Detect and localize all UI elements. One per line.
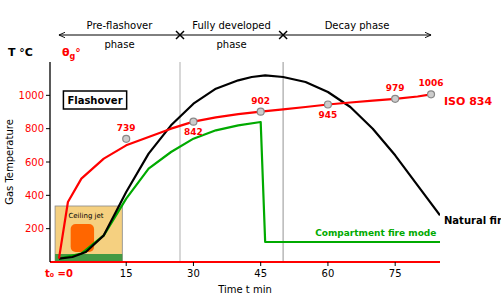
- phase-mark: [279, 31, 287, 39]
- data-label: 945: [319, 110, 338, 120]
- series-label: Natural fire: [444, 215, 501, 226]
- y-tick: [46, 228, 50, 229]
- x-tick-label: 60: [322, 268, 335, 279]
- x-axis-label: Time t min: [217, 284, 272, 295]
- phase-line: [283, 62, 284, 262]
- axis-title: θg°: [62, 46, 81, 61]
- data-point: [190, 118, 197, 125]
- plot-area: [59, 75, 440, 258]
- data-point: [123, 135, 130, 142]
- data-point: [324, 101, 331, 108]
- data-label: 902: [251, 96, 270, 106]
- y-tick: [46, 95, 50, 96]
- axis-title: T °C: [8, 46, 33, 59]
- data-label: 842: [184, 127, 203, 137]
- series-label: Compartment fire mode: [315, 228, 436, 238]
- y-tick-label: 600: [25, 157, 44, 168]
- y-tick-label: 400: [25, 190, 44, 201]
- x-tick-label: 30: [187, 268, 200, 279]
- flashover-box: Flashover: [63, 91, 126, 109]
- data-label: 979: [386, 83, 405, 93]
- phase-line: [180, 62, 181, 262]
- x-tick-label: 15: [120, 268, 133, 279]
- ceiling-jet-label: Ceiling jet: [68, 212, 103, 220]
- data-point: [392, 95, 399, 102]
- y-axis-label: Gas Temperature: [4, 119, 15, 205]
- axis-title-part: °: [75, 46, 81, 59]
- x-tick-label: 45: [254, 268, 267, 279]
- x-tick: [260, 262, 261, 266]
- y-tick-label: 200: [25, 223, 44, 234]
- y-tick: [46, 195, 50, 196]
- x-tick: [193, 262, 194, 266]
- phase-label: Decay phase: [325, 20, 390, 31]
- series-line: [59, 122, 440, 259]
- series-line: [59, 75, 440, 258]
- data-label: 739: [117, 123, 136, 133]
- x-tick-label: 75: [389, 268, 402, 279]
- phase-arrow: [59, 35, 431, 36]
- flashover-frame: [63, 91, 126, 109]
- phase-label: Fully developed: [192, 20, 271, 31]
- phase-sublabel: phase: [216, 39, 246, 50]
- phase-mark: [176, 31, 184, 39]
- labels: 739 842 902 945 979 1006ISO 834 Natural fire Co…: [117, 78, 501, 238]
- x-tick: [327, 262, 328, 266]
- x-tick: [126, 262, 127, 266]
- x-tick: [395, 262, 396, 266]
- y-tick-label: 800: [25, 123, 44, 134]
- t0-label: t₀ =0: [45, 268, 73, 279]
- phase-sublabel: phase: [104, 39, 134, 50]
- y-tick: [46, 128, 50, 129]
- data-point: [257, 108, 264, 115]
- data-point: [428, 91, 435, 98]
- y-tick: [46, 162, 50, 163]
- phase-label: Pre-flashover: [87, 20, 154, 31]
- data-label: 1006: [419, 78, 444, 88]
- flashover-label: Flashover: [67, 95, 122, 106]
- series-label: ISO 834: [444, 95, 493, 108]
- x-axis-line: [50, 261, 440, 263]
- chart: 15 30 45 60 75 200 400 600 800 1000 Time t min Gas …: [0, 0, 501, 299]
- y-tick-label: 1000: [19, 90, 44, 101]
